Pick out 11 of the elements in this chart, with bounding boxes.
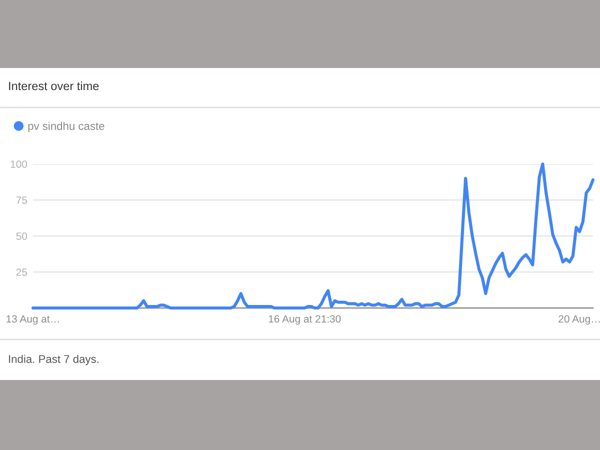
x-tick-label: 16 Aug at 21:30	[268, 315, 341, 325]
y-tick-label: 75	[16, 196, 28, 204]
y-tick-label: 100	[10, 160, 28, 168]
x-tick-label: 13 Aug at…	[6, 315, 59, 325]
chart-title: Interest over time	[9, 81, 99, 90]
y-tick-label: 50	[16, 232, 28, 240]
text: India. Past 7 days.	[9, 354, 98, 366]
x-tick-label: 20 Aug…	[558, 315, 600, 325]
y-tick-label: 25	[16, 268, 28, 276]
line-series	[31, 162, 595, 310]
legend-label: pv sindhu caste	[28, 122, 104, 132]
